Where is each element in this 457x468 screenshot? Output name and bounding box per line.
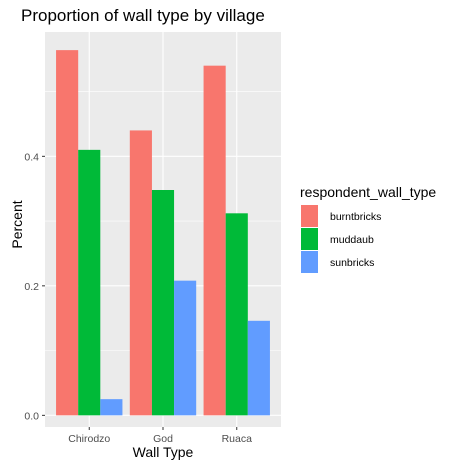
- legend-label-burntbricks: burntbricks: [330, 211, 381, 223]
- y-tick-label: 0.2: [24, 281, 39, 293]
- x-axis-title: Wall Type: [133, 444, 194, 460]
- y-tick-label: 0.4: [24, 151, 39, 163]
- y-axis: 0.0 0.2 0.4: [24, 151, 45, 422]
- bar-muddaub-god: [151, 190, 175, 416]
- x-tick-label: Chirodzo: [68, 433, 110, 445]
- bar-sunbricks-ruaca: [247, 320, 270, 416]
- bars: [56, 50, 270, 416]
- chart-title: Proportion of wall type by village: [21, 6, 265, 25]
- legend: respondent_wall_type burntbricks muddaub s…: [300, 184, 436, 273]
- legend-title: respondent_wall_type: [300, 184, 436, 200]
- bar-muddaub-ruaca: [225, 213, 248, 416]
- x-tick-label: Ruaca: [222, 433, 253, 445]
- bar-sunbricks-god: [174, 280, 197, 416]
- bar-muddaub-chirodzo: [78, 149, 101, 416]
- legend-key-burntbricks: [301, 205, 318, 227]
- y-axis-title: Percent: [9, 200, 25, 248]
- legend-label-sunbricks: sunbricks: [330, 257, 374, 269]
- legend-key-sunbricks: [301, 251, 318, 273]
- y-tick-label: 0.0: [24, 410, 39, 422]
- bar-burntbricks-chirodzo: [56, 50, 79, 416]
- bar-burntbricks-ruaca: [203, 65, 226, 416]
- plot-panel: [45, 32, 281, 427]
- x-tick-label: God: [153, 433, 173, 445]
- legend-label-muddaub: muddaub: [330, 234, 374, 246]
- bar-burntbricks-god: [129, 130, 152, 416]
- legend-key-muddaub: [301, 228, 318, 250]
- bar-sunbricks-chirodzo: [100, 399, 123, 416]
- x-axis: Chirodzo God Ruaca: [68, 427, 252, 445]
